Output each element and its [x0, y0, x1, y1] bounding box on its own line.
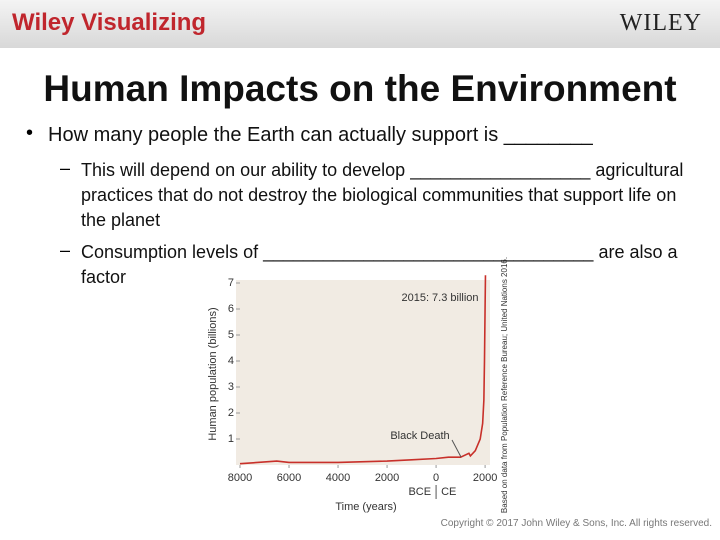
- x-tick-label: 0: [433, 472, 439, 484]
- bullet-marker: •: [26, 122, 34, 144]
- sub-bullet: This will depend on our ability to devel…: [81, 160, 684, 230]
- y-tick-label: 7: [228, 277, 234, 289]
- y-axis-label: Human population (billions): [207, 307, 219, 440]
- x-tick-label: 4000: [326, 472, 350, 484]
- bullet-marker: –: [60, 240, 71, 260]
- annotation: 2015: 7.3 billion: [401, 292, 478, 304]
- era-label: BCE: [408, 486, 431, 498]
- era-label: CE: [441, 486, 456, 498]
- x-tick-label: 2000: [473, 472, 497, 484]
- population-line: [239, 275, 487, 465]
- publisher-logo: WILEY: [619, 10, 702, 36]
- x-tick-label: 2000: [375, 472, 399, 484]
- header-bar: Wiley Visualizing WILEY: [0, 0, 720, 48]
- x-tick-label: 8000: [228, 472, 252, 484]
- plot-area: [236, 280, 490, 465]
- y-tick-label: 3: [228, 381, 234, 393]
- annotation: Black Death: [390, 430, 449, 442]
- y-tick-label: 2: [228, 407, 234, 419]
- brand: Wiley Visualizing: [12, 9, 207, 36]
- y-tick-label: 5: [228, 329, 234, 341]
- bullet-marker: –: [60, 158, 71, 178]
- y-tick-label: 1: [228, 433, 234, 445]
- sub-bullet: Consumption levels of __________________…: [81, 242, 678, 287]
- bullet: How many people the Earth can actually s…: [48, 124, 593, 146]
- x-tick-label: 6000: [277, 472, 301, 484]
- x-axis-label: Time (years): [335, 501, 396, 513]
- source-note: Based on data from Population Reference …: [500, 257, 509, 513]
- slide-title: Human Impacts on the Environment: [43, 68, 677, 109]
- y-tick-label: 4: [228, 355, 234, 367]
- y-tick-label: 6: [228, 303, 234, 315]
- copyright: Copyright © 2017 John Wiley & Sons, Inc.…: [440, 518, 712, 529]
- annotation-leader: [451, 439, 462, 458]
